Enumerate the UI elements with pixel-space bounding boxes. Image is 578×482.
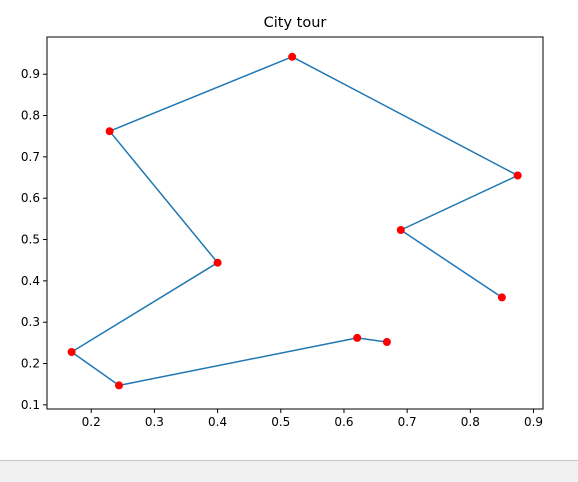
chart-svg: City tour 0.2 0.3 0.4 0.5 0.6 0.7 0.8 0.90.10.2… bbox=[21, 15, 544, 429]
x-tick-label-3: 0.5 bbox=[271, 415, 290, 429]
y-tick-label-6: 0.7 bbox=[21, 150, 40, 164]
x-tick-label-6: 0.8 bbox=[461, 415, 480, 429]
tour-line bbox=[70, 56, 519, 387]
axes: 0.2 0.3 0.4 0.5 0.6 0.7 0.8 0.9 0.1 0.2 0.3 0.4 0.5 0… bbox=[21, 36, 544, 429]
y-tick-label-5: 0.6 bbox=[21, 191, 40, 205]
city-point-0 bbox=[382, 338, 391, 346]
x-tick-label-7: 0.9 bbox=[524, 415, 543, 429]
city-point-5 bbox=[105, 127, 114, 136]
city-point-7 bbox=[513, 171, 522, 180]
y-tick-label-1: 0.2 bbox=[21, 357, 40, 371]
city-point-4 bbox=[213, 258, 222, 267]
figure: City tour 0.2 0.3 0.4 0.5 0.6 0.7 0.8 0.9 0.1 0.2… bbox=[20, 15, 544, 429]
plot-frame bbox=[46, 36, 544, 410]
chart-title: City tour bbox=[264, 15, 327, 31]
x-tick-label-2: 0.4 bbox=[208, 415, 227, 429]
city-point-1 bbox=[353, 333, 362, 342]
city-point-8 bbox=[396, 226, 405, 234]
y-tick-label-0: 0.1 bbox=[21, 398, 40, 412]
y-tick-label-4: 0.5 bbox=[21, 233, 40, 247]
y-tick-label-7: 0.8 bbox=[21, 109, 40, 123]
x-tick-label-0: 0.2 bbox=[82, 415, 101, 429]
y-tick-label-2: 0.3 bbox=[21, 315, 40, 329]
city-point-2 bbox=[115, 381, 123, 390]
city-point-6 bbox=[288, 52, 297, 61]
x-tick-label-5: 0.7 bbox=[398, 415, 417, 429]
city-point-9 bbox=[497, 293, 506, 302]
x-tick-label-4: 0.6 bbox=[334, 415, 353, 429]
x-tick-label-1: 0.3 bbox=[145, 415, 164, 429]
status-bar bbox=[0, 460, 578, 482]
y-tick-label-3: 0.4 bbox=[21, 274, 40, 288]
city-point-3 bbox=[67, 348, 76, 356]
y-tick-label-8: 0.9 bbox=[21, 67, 40, 81]
